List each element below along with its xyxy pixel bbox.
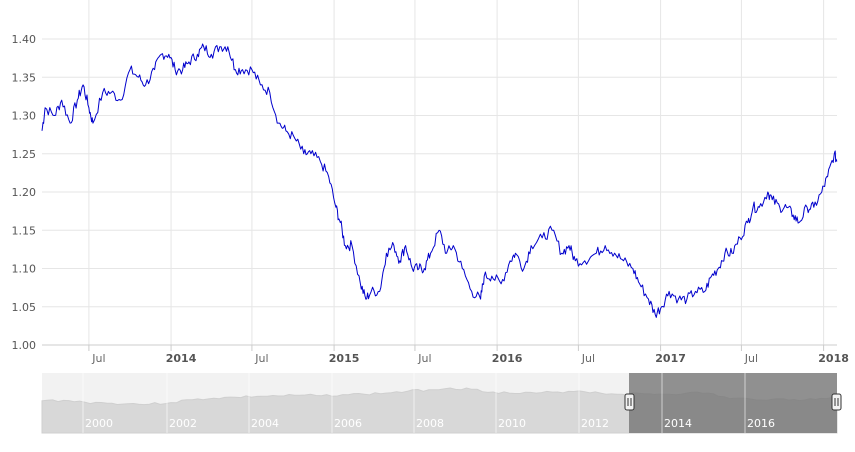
navigator-year-label: 2002 — [169, 417, 197, 430]
navigator-year-label: 2016 — [747, 417, 775, 430]
navigator-left-handle[interactable] — [624, 393, 635, 411]
y-tick-label: 1.30 — [12, 110, 37, 123]
navigator-year-label: 2004 — [251, 417, 279, 430]
x-tick-label: Jul — [417, 352, 431, 365]
y-tick-label: 1.00 — [12, 339, 37, 352]
y-tick-label: 1.25 — [12, 148, 37, 161]
x-tick-label: Jul — [91, 352, 105, 365]
navigator-right-handle[interactable] — [831, 393, 842, 411]
y-tick-label: 1.10 — [12, 263, 37, 276]
y-tick-label: 1.20 — [12, 186, 37, 199]
range-navigator[interactable]: 2000 2002 2004 2006 2008 2010 2012 2014 2016 — [41, 373, 842, 434]
x-tick-label: Jul — [581, 352, 595, 365]
navigator-selected-range[interactable] — [629, 373, 837, 433]
x-tick-label: 2014 — [166, 352, 197, 365]
x-tick-label: Jul — [744, 352, 758, 365]
grid — [42, 0, 837, 351]
y-axis-ticks: 1.00 1.05 1.10 1.15 1.20 1.25 1.30 1.35 1.40 — [12, 33, 37, 352]
x-tick-label: 2016 — [492, 352, 523, 365]
x-tick-label: 2017 — [655, 352, 686, 365]
navigator-year-label: 2000 — [85, 417, 113, 430]
y-tick-label: 1.05 — [12, 301, 37, 314]
navigator-year-label: 2010 — [498, 417, 526, 430]
y-tick-label: 1.40 — [12, 33, 37, 46]
price-series-line — [41, 43, 838, 318]
navigator-labels: 2000 2002 2004 2006 2008 2010 2012 2014 2016 — [82, 373, 775, 433]
x-tick-label: 2018 — [818, 352, 849, 365]
navigator-year-label: 2006 — [334, 417, 362, 430]
navigator-year-label: 2008 — [416, 417, 444, 430]
y-tick-label: 1.35 — [12, 71, 37, 84]
x-tick-label: Jul — [254, 352, 268, 365]
navigator-year-label: 2014 — [664, 417, 692, 430]
y-tick-label: 1.15 — [12, 224, 37, 237]
navigator-year-label: 2012 — [581, 417, 609, 430]
x-tick-label: 2015 — [329, 352, 360, 365]
x-axis-ticks: Jul 2014 Jul 2015 Jul 2016 Jul 2017 Jul 2018 — [91, 352, 849, 365]
